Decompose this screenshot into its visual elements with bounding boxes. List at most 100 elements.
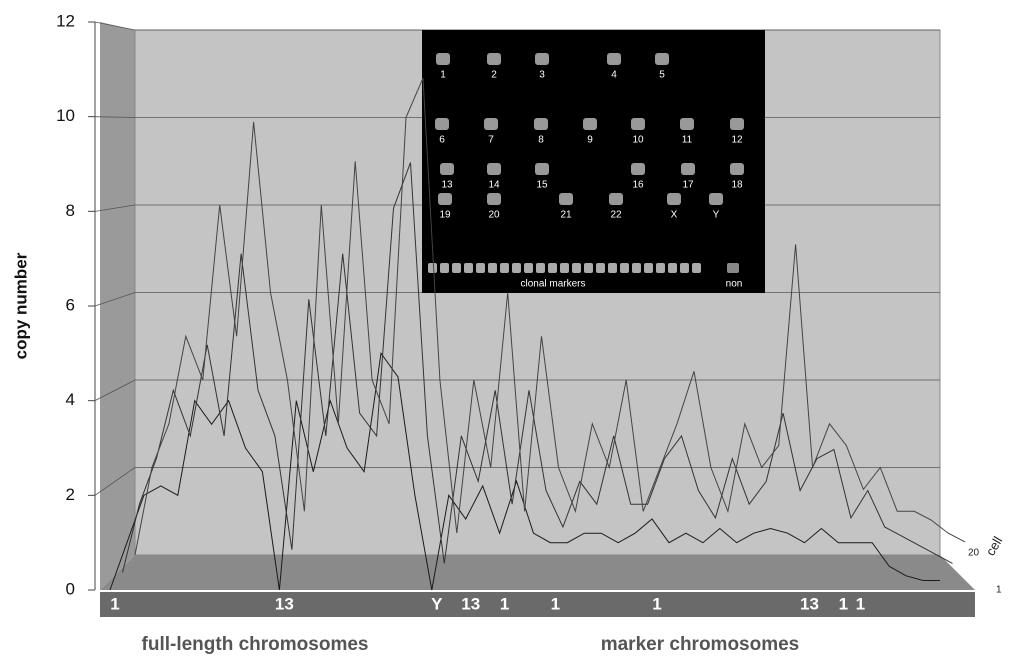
- karyotype-label: 8: [538, 135, 544, 146]
- chromosome: [500, 263, 509, 273]
- karyotype-label: 22: [610, 210, 622, 221]
- chromosome: [487, 193, 501, 205]
- chromosome: [609, 193, 623, 205]
- karyotype-caption: non: [726, 279, 743, 290]
- chromosome: [631, 163, 645, 175]
- y-tick-label: 10: [56, 106, 75, 125]
- karyotype-label: 13: [441, 180, 453, 191]
- z-tick-label: 20: [968, 548, 980, 559]
- karyotype-label: X: [671, 210, 678, 221]
- chromosome: [584, 263, 593, 273]
- x-tick-label: 13: [275, 594, 294, 613]
- chromosome: [681, 163, 695, 175]
- chromosome: [656, 263, 665, 273]
- category-bar: [100, 592, 975, 617]
- chromosome: [512, 263, 521, 273]
- chromosome: [655, 53, 669, 65]
- karyotype-label: 12: [731, 135, 743, 146]
- chromosome: [476, 263, 485, 273]
- karyotype-label: 16: [632, 180, 644, 191]
- x-tick-label: 13: [800, 594, 819, 613]
- x-tick-label: 1: [652, 594, 661, 613]
- chromosome: [727, 263, 739, 273]
- chromosome: [464, 263, 473, 273]
- chromosome: [436, 53, 450, 65]
- karyotype-label: 15: [536, 180, 548, 191]
- karyotype-label: 17: [682, 180, 694, 191]
- chromosome: [667, 193, 681, 205]
- y-tick-label: 6: [66, 295, 75, 314]
- section-label: full-length chromosomes: [142, 634, 369, 655]
- chromosome: [484, 118, 498, 130]
- chromosome: [583, 118, 597, 130]
- chromosome: [535, 53, 549, 65]
- karyotype-label: 4: [611, 70, 617, 81]
- grid-line: [94, 379, 940, 402]
- y-tick-label: 8: [66, 201, 75, 220]
- karyotype-label: 21: [560, 210, 572, 221]
- y-axis-title: copy number: [11, 252, 30, 359]
- karyotype-label: 19: [439, 210, 451, 221]
- chromosome: [644, 263, 653, 273]
- x-tick-label: Y: [431, 594, 443, 613]
- z-tick-label: 1: [996, 585, 1002, 596]
- chromosome: [435, 118, 449, 130]
- chromosome: [680, 263, 689, 273]
- chromosome: [536, 263, 545, 273]
- chromosome: [709, 193, 723, 205]
- chromosome: [560, 263, 569, 273]
- floor: [100, 555, 975, 590]
- y-tick-label: 4: [66, 390, 75, 409]
- chromosome: [607, 53, 621, 65]
- chromosome: [572, 263, 581, 273]
- x-tick-label: 1: [551, 594, 560, 613]
- karyotype-label: 11: [682, 135, 693, 146]
- karyotype-label: 20: [488, 210, 500, 221]
- chromosome: [534, 118, 548, 130]
- y-tick-label: 2: [66, 485, 75, 504]
- chromosome: [524, 263, 533, 273]
- chromosome: [428, 263, 437, 273]
- chromosome: [440, 263, 449, 273]
- chromosome: [535, 163, 549, 175]
- x-tick-label: 1: [839, 594, 848, 613]
- karyotype-label: 7: [488, 135, 494, 146]
- chromosome: [487, 163, 501, 175]
- chromosome: [487, 53, 501, 65]
- x-tick-label: 1: [500, 594, 509, 613]
- karyotype-label: 6: [439, 135, 445, 146]
- chromosome: [596, 263, 605, 273]
- chromosome: [692, 263, 701, 273]
- karyotype-label: Y: [713, 210, 720, 221]
- grid-line: [94, 467, 940, 496]
- karyotype-label: 14: [488, 180, 500, 191]
- karyotype-label: 1: [440, 70, 446, 81]
- karyotype-label: 9: [587, 135, 593, 146]
- left-wall: [100, 22, 135, 590]
- chromosome: [559, 193, 573, 205]
- cell-line: [134, 77, 966, 556]
- chromosome: [668, 263, 677, 273]
- chromosome: [548, 263, 557, 273]
- karyotype-label: 5: [659, 70, 665, 81]
- chromosome: [631, 118, 645, 130]
- x-tick-label: 13: [461, 594, 480, 613]
- y-tick-label: 12: [56, 11, 75, 30]
- y-tick-label: 0: [66, 579, 75, 598]
- x-tick-label: 1: [110, 594, 119, 613]
- karyotype-label: 10: [632, 135, 644, 146]
- z-axis-title: cell: [983, 534, 1006, 558]
- chromosome: [730, 163, 744, 175]
- chromosome: [730, 118, 744, 130]
- inset-background: [422, 30, 765, 293]
- chromosome: [608, 263, 617, 273]
- chromosome: [680, 118, 694, 130]
- grid-line: [94, 21, 940, 31]
- karyotype-caption: clonal markers: [520, 279, 585, 290]
- chromosome: [438, 193, 452, 205]
- chromosome: [632, 263, 641, 273]
- section-label: marker chromosomes: [601, 634, 800, 655]
- chromosome: [440, 163, 454, 175]
- x-tick-label: 1: [856, 594, 865, 613]
